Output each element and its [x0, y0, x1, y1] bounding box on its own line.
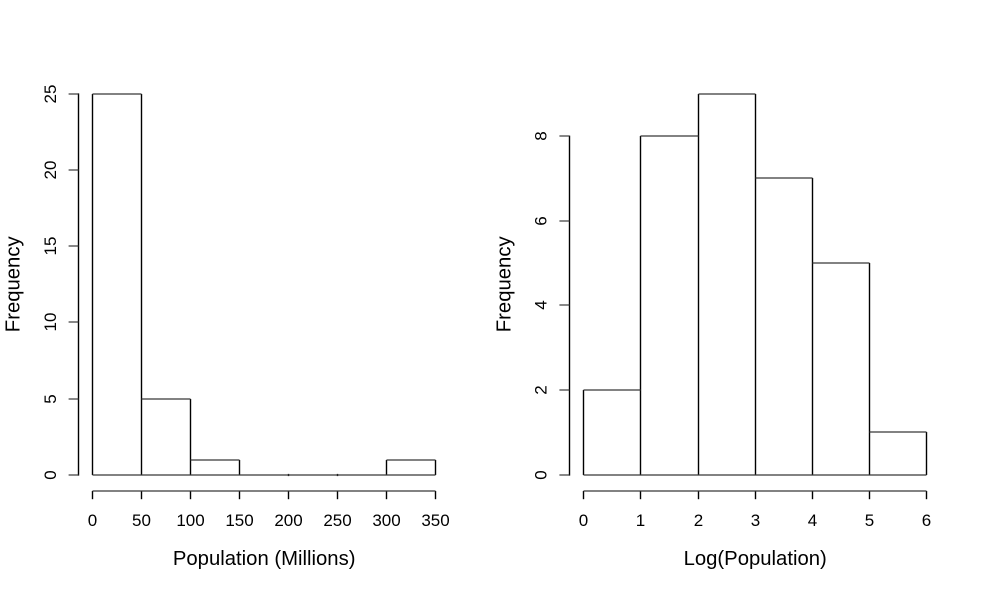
- svg-text:50: 50: [132, 511, 151, 530]
- svg-text:20: 20: [41, 161, 60, 180]
- svg-text:0: 0: [579, 511, 588, 530]
- svg-text:4: 4: [532, 300, 551, 309]
- svg-text:2: 2: [694, 511, 703, 530]
- svg-text:200: 200: [274, 511, 302, 530]
- svg-text:5: 5: [865, 511, 874, 530]
- svg-text:10: 10: [41, 313, 60, 332]
- svg-text:0: 0: [532, 470, 551, 479]
- svg-text:0: 0: [41, 470, 60, 479]
- svg-text:4: 4: [808, 511, 817, 530]
- svg-text:300: 300: [372, 511, 400, 530]
- svg-text:2: 2: [532, 385, 551, 394]
- svg-text:250: 250: [323, 511, 351, 530]
- svg-text:Frequency: Frequency: [493, 236, 515, 333]
- svg-text:6: 6: [532, 216, 551, 225]
- svg-text:8: 8: [532, 131, 551, 140]
- svg-text:25: 25: [41, 85, 60, 104]
- svg-text:6: 6: [922, 511, 931, 530]
- svg-text:100: 100: [176, 511, 204, 530]
- svg-text:350: 350: [421, 511, 449, 530]
- svg-text:5: 5: [41, 394, 60, 403]
- svg-text:0: 0: [88, 511, 97, 530]
- svg-text:Population (Millions): Population (Millions): [173, 548, 356, 570]
- svg-text:150: 150: [225, 511, 253, 530]
- svg-text:3: 3: [751, 511, 760, 530]
- svg-text:15: 15: [41, 237, 60, 256]
- svg-text:Log(Population): Log(Population): [684, 548, 827, 570]
- svg-text:1: 1: [636, 511, 645, 530]
- svg-text:Frequency: Frequency: [2, 236, 24, 333]
